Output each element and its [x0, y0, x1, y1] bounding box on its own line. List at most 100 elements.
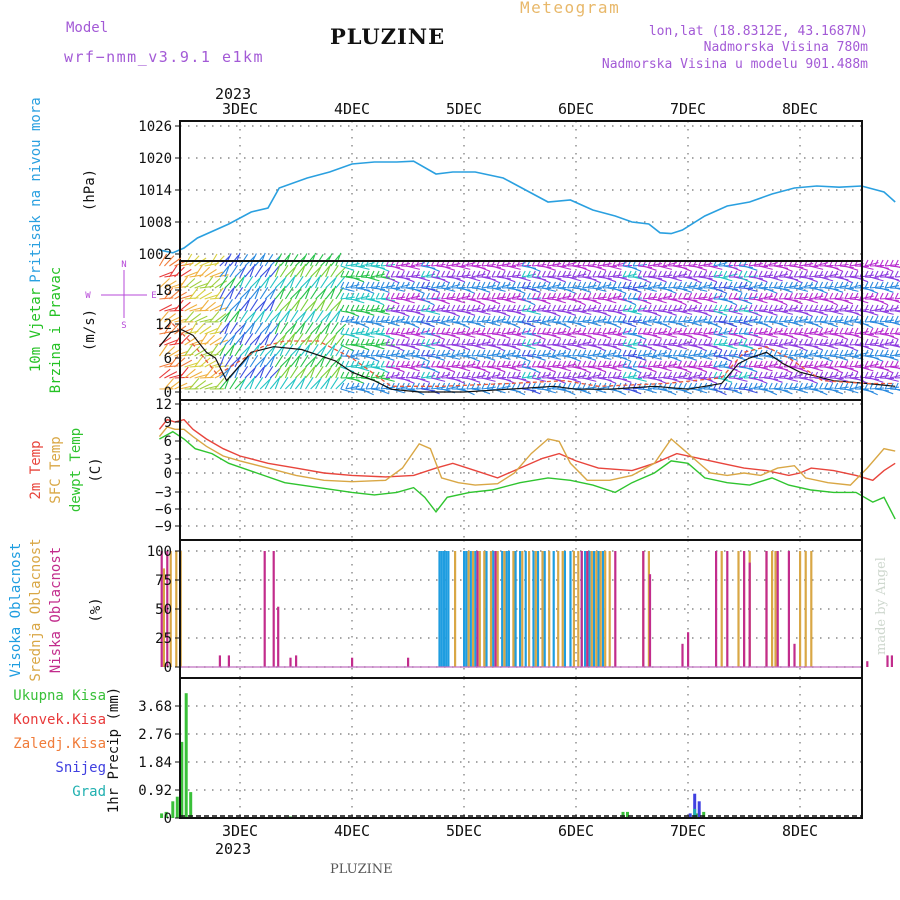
- cloud-high-bar: [584, 551, 587, 667]
- temp-dewpoint-line: [159, 430, 896, 520]
- bottom-day-label: 8DEC: [782, 822, 818, 840]
- precip-rain-bar: [702, 811, 706, 818]
- pressure-tick-label: 1008: [138, 215, 172, 231]
- top-day-label: 6DEC: [558, 100, 594, 118]
- cloud-high-bar: [445, 551, 448, 667]
- cloud-mid-bar: [541, 551, 544, 667]
- cloud-high-bar: [592, 551, 596, 667]
- cloud-low-bar: [263, 551, 266, 667]
- wind-gust-line: [159, 323, 896, 387]
- cloud-high-bar: [514, 551, 517, 667]
- cloud-low-bar: [614, 551, 617, 667]
- cloud-high-bar: [492, 551, 495, 667]
- cloud-low-bar: [743, 551, 746, 667]
- cloud-low-bar: [476, 551, 479, 667]
- cloud-mid-bar: [521, 551, 524, 667]
- cloud-mid-bar: [489, 551, 493, 667]
- bottom-day-label: 5DEC: [446, 822, 482, 840]
- top-day-label: 8DEC: [782, 100, 818, 118]
- precip-tick-label: 1.84: [138, 755, 172, 771]
- temp-tick-label: 12: [155, 397, 172, 413]
- cloud-mid-bar: [483, 551, 486, 667]
- cloud-low-bar: [726, 551, 729, 667]
- cloud-high-bar: [442, 551, 445, 667]
- precip-panel: [179, 677, 863, 819]
- cloud-low-bar: [642, 551, 645, 667]
- wind-tick-label: 6: [164, 351, 172, 367]
- legend-snow: Snijeg: [55, 760, 106, 776]
- cloud-high-bar: [507, 551, 510, 667]
- cloud-low-bar: [295, 655, 298, 667]
- cloud-mid-bar: [512, 551, 515, 667]
- cloud-low-bar: [227, 655, 230, 667]
- cloud-low-bar: [748, 562, 751, 667]
- pressure-axis-title: Pritisak na nivou mora: [28, 97, 44, 282]
- cloud-high-bar: [524, 551, 527, 667]
- cloud-low-bar: [765, 551, 768, 667]
- cloud-mid-bar: [804, 551, 807, 667]
- cloud-mid-bar: [162, 568, 165, 667]
- pressure-line: [159, 160, 896, 254]
- precip-graupel-bar: [693, 808, 697, 818]
- cloud-high-bar: [519, 551, 522, 667]
- legend-graupel: Grad: [72, 784, 106, 800]
- temp-tick-label: −9: [155, 519, 172, 535]
- cloud-high-bar: [588, 551, 591, 667]
- cloud-tick-label: 100: [147, 544, 172, 560]
- cloud-tick-label: 25: [155, 631, 172, 647]
- year-label-top: 2023: [215, 85, 252, 103]
- precip-rain-bar: [621, 811, 625, 818]
- cloud-low-bar: [218, 655, 221, 667]
- cloud-high-bar: [563, 551, 566, 667]
- cloud-mid-bar: [534, 551, 537, 667]
- wind-axis-subtitle: Brzina i Pravac: [48, 267, 64, 393]
- pressure-panel: [179, 120, 863, 262]
- cloud-low-bar: [890, 655, 893, 667]
- precip-rain-bar: [175, 796, 179, 818]
- compass-north-label: N: [121, 260, 126, 270]
- precip-rain-bar: [160, 813, 164, 818]
- compass-west-label: W: [85, 291, 91, 301]
- wind-unit: (m/s): [82, 309, 98, 351]
- cloud-mid-bar: [472, 551, 475, 667]
- temp-tick-label: −3: [155, 485, 172, 501]
- top-day-label: 3DEC: [222, 100, 258, 118]
- station-title: PLUZINE: [330, 24, 446, 49]
- cloud-mid-bar: [496, 551, 499, 667]
- cloud-high-bar: [438, 551, 441, 667]
- precip-snow-bar: [697, 801, 701, 818]
- cloud-low-bar: [351, 657, 354, 667]
- precip-rain-bar: [184, 693, 188, 818]
- cloud-tick-label: 0: [164, 660, 172, 676]
- bottom-day-label: 4DEC: [334, 822, 370, 840]
- meteogram-label: Meteogram: [520, 0, 621, 17]
- pressure-tick-label: 1020: [138, 151, 172, 167]
- footer-title: PLUZINE: [330, 862, 393, 877]
- legend-convective-rain: Konvek.Kisa: [13, 712, 106, 728]
- bottom-day-label: 7DEC: [670, 822, 706, 840]
- cloud-low-bar: [681, 643, 684, 667]
- cloud-low-bar: [648, 574, 652, 667]
- cloud-mid-bar: [590, 551, 593, 667]
- compass-south-label: S: [121, 321, 126, 331]
- cloud-mid-title: Srednja Oblacnost: [28, 538, 44, 681]
- cloud-low-bar: [687, 632, 690, 667]
- cloud-mid-bar: [503, 551, 506, 667]
- cloud-mid-bar: [572, 551, 575, 667]
- cloud-high-bar: [485, 551, 488, 667]
- precip-rain-bar: [626, 811, 629, 818]
- top-day-label: 7DEC: [670, 100, 706, 118]
- precip-tick-label: 0: [164, 811, 172, 827]
- cloud-low-bar: [580, 551, 583, 667]
- cloud-low-bar: [886, 655, 889, 667]
- temp-tick-label: −6: [155, 502, 172, 518]
- cloud-high-bar: [505, 551, 508, 667]
- cloud-mid-bar: [720, 551, 723, 667]
- top-day-label: 4DEC: [334, 100, 370, 118]
- cloud-low-bar: [787, 551, 790, 667]
- compass-east-label: E: [151, 291, 156, 301]
- pressure-tick-label: 1026: [138, 119, 172, 135]
- cloud-high-bar: [543, 551, 546, 667]
